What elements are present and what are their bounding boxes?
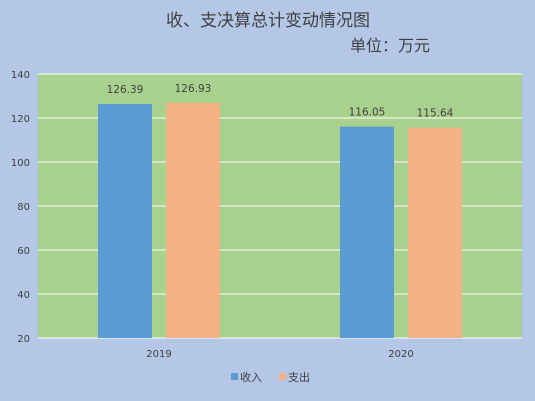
legend-label: 收入 (240, 370, 262, 384)
legend-label: 支出 (288, 370, 310, 384)
y-tick-label: 20 (17, 334, 30, 345)
y-tick-label: 80 (17, 202, 30, 213)
data-label: 116.05 (349, 107, 386, 119)
x-tick-label: 2019 (146, 349, 171, 360)
x-axis: 2019 2020 (146, 349, 413, 360)
y-axis: 20 40 60 80 100 120 140 (11, 70, 30, 345)
bar-支出-2020[interactable] (408, 127, 462, 338)
bar-收入-2019[interactable] (98, 103, 152, 338)
bar-收入-2020[interactable] (340, 126, 394, 338)
chart-subtitle: 单位：万元 (350, 36, 430, 55)
y-tick-label: 100 (11, 158, 30, 169)
y-tick-label: 60 (17, 246, 30, 257)
bar-支出-2019[interactable] (166, 102, 220, 338)
legend-item-支出[interactable]: 支出 (279, 370, 310, 384)
legend-swatch (279, 373, 286, 380)
y-tick-label: 40 (17, 290, 30, 301)
y-tick-label: 120 (11, 114, 30, 125)
data-label: 115.64 (417, 108, 454, 120)
bars: 126.39 126.93 116.05 115.64 (98, 83, 462, 338)
chart-title: 收、支决算总计变动情况图 (166, 11, 370, 31)
legend-swatch (231, 373, 238, 380)
data-label: 126.39 (107, 84, 144, 96)
data-label: 126.93 (175, 83, 212, 95)
y-tick-label: 140 (11, 70, 30, 81)
legend-item-收入[interactable]: 收入 (231, 370, 262, 384)
x-tick-label: 2020 (388, 349, 413, 360)
legend[interactable]: 收入 支出 (231, 370, 310, 384)
